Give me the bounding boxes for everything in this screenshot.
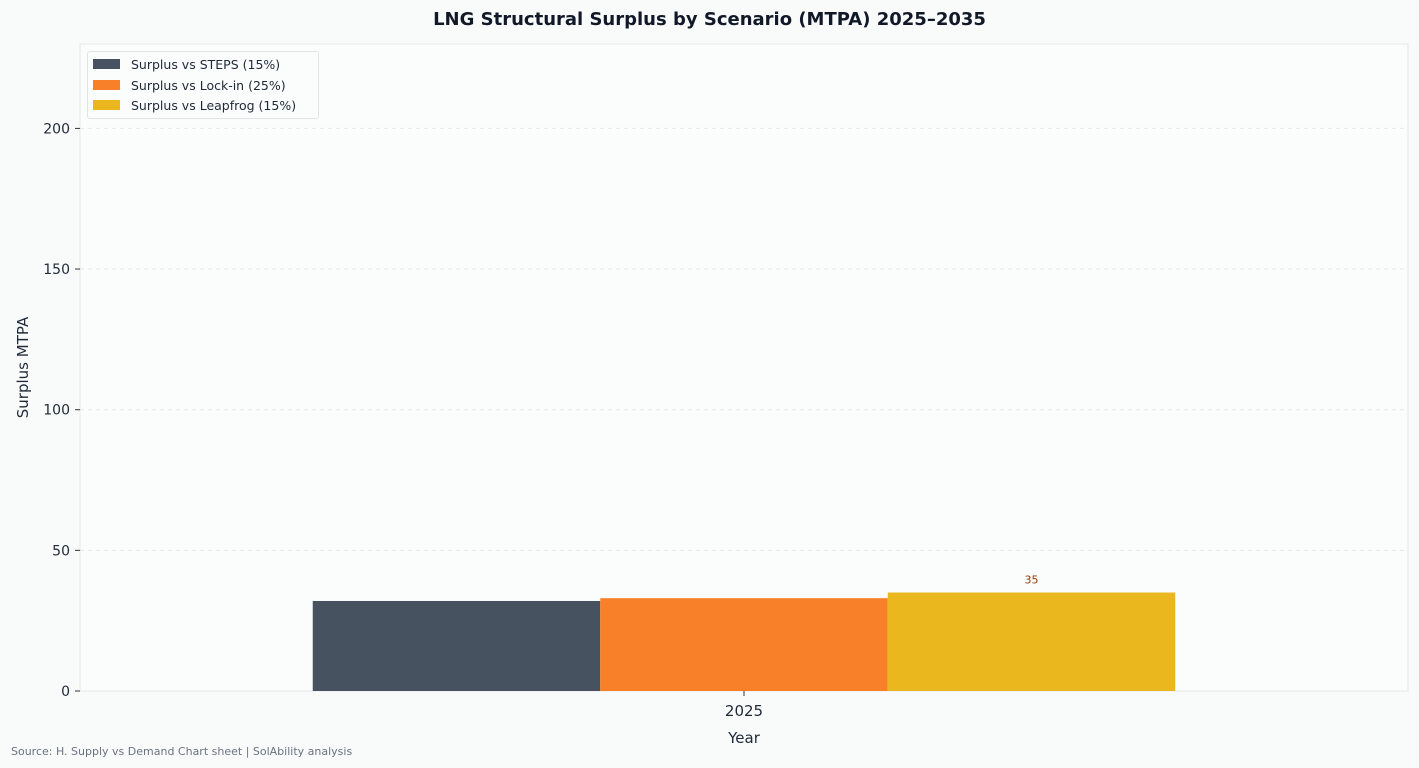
legend-label: Surplus vs Lock-in (25%) — [131, 77, 286, 93]
y-tick-label: 100 — [43, 403, 70, 419]
legend-label: Surplus vs Leapfrog (15%) — [131, 97, 297, 113]
y-axis-label: Surplus MTPA — [14, 316, 32, 418]
y-tick-label: 0 — [61, 684, 70, 700]
legend: Surplus vs STEPS (15%) Surplus vs Lock-i… — [87, 51, 319, 119]
x-tick-label: 2025 — [725, 702, 763, 720]
legend-item-leapfrog: Surplus vs Leapfrog (15%) — [93, 97, 296, 113]
bar-0 — [312, 600, 601, 691]
y-tick-label: 200 — [43, 121, 70, 137]
legend-item-steps: Surplus vs STEPS (15%) — [93, 56, 280, 72]
legend-swatch — [93, 100, 120, 110]
x-axis-label: Year — [727, 729, 761, 747]
legend-swatch — [93, 59, 120, 69]
chart-title: LNG Structural Surplus by Scenario (MTPA… — [433, 9, 986, 30]
bar-2 — [887, 592, 1176, 691]
source-note: Source: H. Supply vs Demand Chart sheet … — [11, 745, 353, 758]
legend-swatch — [93, 80, 120, 90]
y-tick-label: 50 — [52, 543, 70, 559]
legend-label: Surplus vs STEPS (15%) — [131, 56, 281, 72]
plot-area — [79, 43, 1409, 692]
y-tick-label: 150 — [43, 262, 70, 278]
bar-1 — [600, 598, 888, 691]
legend-item-lockin: Surplus vs Lock-in (25%) — [93, 77, 286, 93]
data-label: 35 — [1025, 574, 1039, 587]
